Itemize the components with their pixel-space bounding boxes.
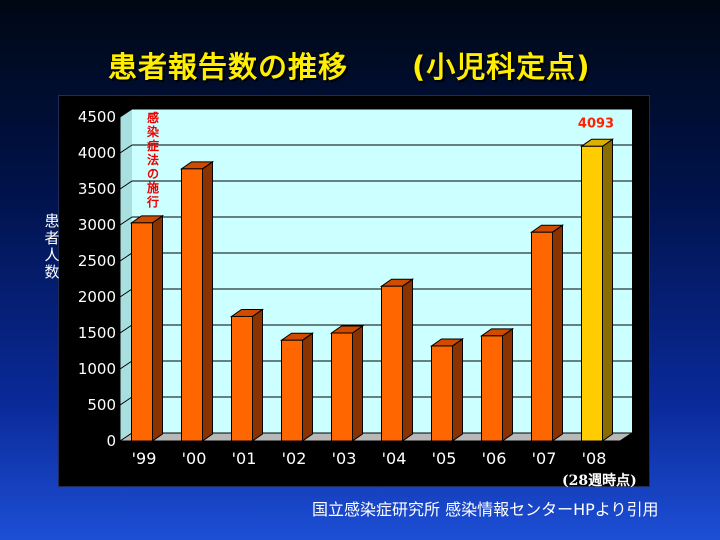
annotation-char: 法 [147, 152, 159, 167]
time-note: (28週時点) [562, 473, 637, 489]
bar-side [352, 325, 363, 442]
bar [431, 345, 453, 442]
bar-side [252, 308, 263, 442]
x-tick-label: '05 [432, 449, 457, 468]
gridline-side [119, 180, 133, 190]
x-tick-label: '06 [482, 449, 507, 468]
annotation-char: の [147, 167, 159, 181]
y-tick-label: 2000 [78, 288, 116, 306]
bar-side [152, 214, 163, 442]
title-main: 患者報告数の推移 [108, 50, 349, 84]
bar [381, 285, 403, 442]
x-tick-label: '07 [532, 449, 557, 468]
chart-title: 患者報告数の推移 (小児科定点) [0, 44, 720, 84]
gridline-side [119, 324, 133, 334]
bar [331, 332, 353, 442]
bar [281, 339, 303, 442]
gridline-side [119, 396, 133, 406]
gridline-side [119, 144, 133, 154]
annotation-char: 感 [147, 110, 159, 125]
x-tick-label: '08 [582, 449, 607, 468]
y-tick-label: 3500 [78, 180, 116, 198]
bar-side [452, 337, 463, 442]
y-tick-label: 2500 [78, 252, 116, 270]
bar-side [302, 332, 313, 442]
title-sub: (小児科定点) [412, 50, 591, 84]
y-tick-label: 500 [87, 396, 116, 414]
gridline-side [119, 288, 133, 298]
x-tick-label: '02 [282, 449, 307, 468]
bar [481, 335, 503, 442]
bar [581, 145, 603, 442]
annotation-char: 染 [146, 124, 160, 139]
y-tick-label: 1000 [78, 360, 116, 378]
bar [181, 168, 203, 442]
x-tick-label: '03 [332, 449, 357, 468]
plot-side-wall [120, 109, 132, 441]
y-axis-label-char: 人 [44, 246, 60, 264]
x-tick-label: '01 [232, 449, 257, 468]
y-axis-label: 患 者 人 数 [41, 213, 63, 281]
y-tick-label: 3000 [78, 216, 116, 234]
source-credit: 国立感染症研究所 感染情報センターHPより引用 [312, 500, 659, 519]
x-tick-label: '99 [132, 449, 157, 468]
annotation-char: 施 [147, 180, 159, 195]
y-axis-label-char: 数 [44, 263, 60, 281]
bar-side [202, 160, 213, 442]
y-tick-label: 4000 [78, 144, 116, 162]
bar-side [502, 327, 513, 442]
bar [531, 231, 553, 442]
gridline-side [119, 108, 133, 118]
bar-side [402, 278, 413, 442]
x-tick-label: '04 [382, 449, 407, 468]
gridline-side [119, 252, 133, 262]
gridline-side [119, 216, 133, 226]
bar [231, 315, 253, 442]
bar [131, 222, 153, 442]
y-tick-label: 4500 [78, 108, 116, 126]
bar-side [552, 224, 563, 442]
gridline-side [119, 360, 133, 370]
y-tick-label: 1500 [78, 324, 116, 342]
bar-side [602, 138, 613, 442]
y-axis-label-char: 患 [44, 212, 60, 230]
x-tick-label: '00 [182, 449, 207, 468]
y-tick-label: 0 [106, 432, 116, 450]
data-label: 4093 [578, 116, 614, 131]
annotation-char: 症 [147, 138, 159, 153]
y-axis-label-char: 者 [44, 229, 60, 247]
annotation-char: 行 [146, 194, 159, 209]
